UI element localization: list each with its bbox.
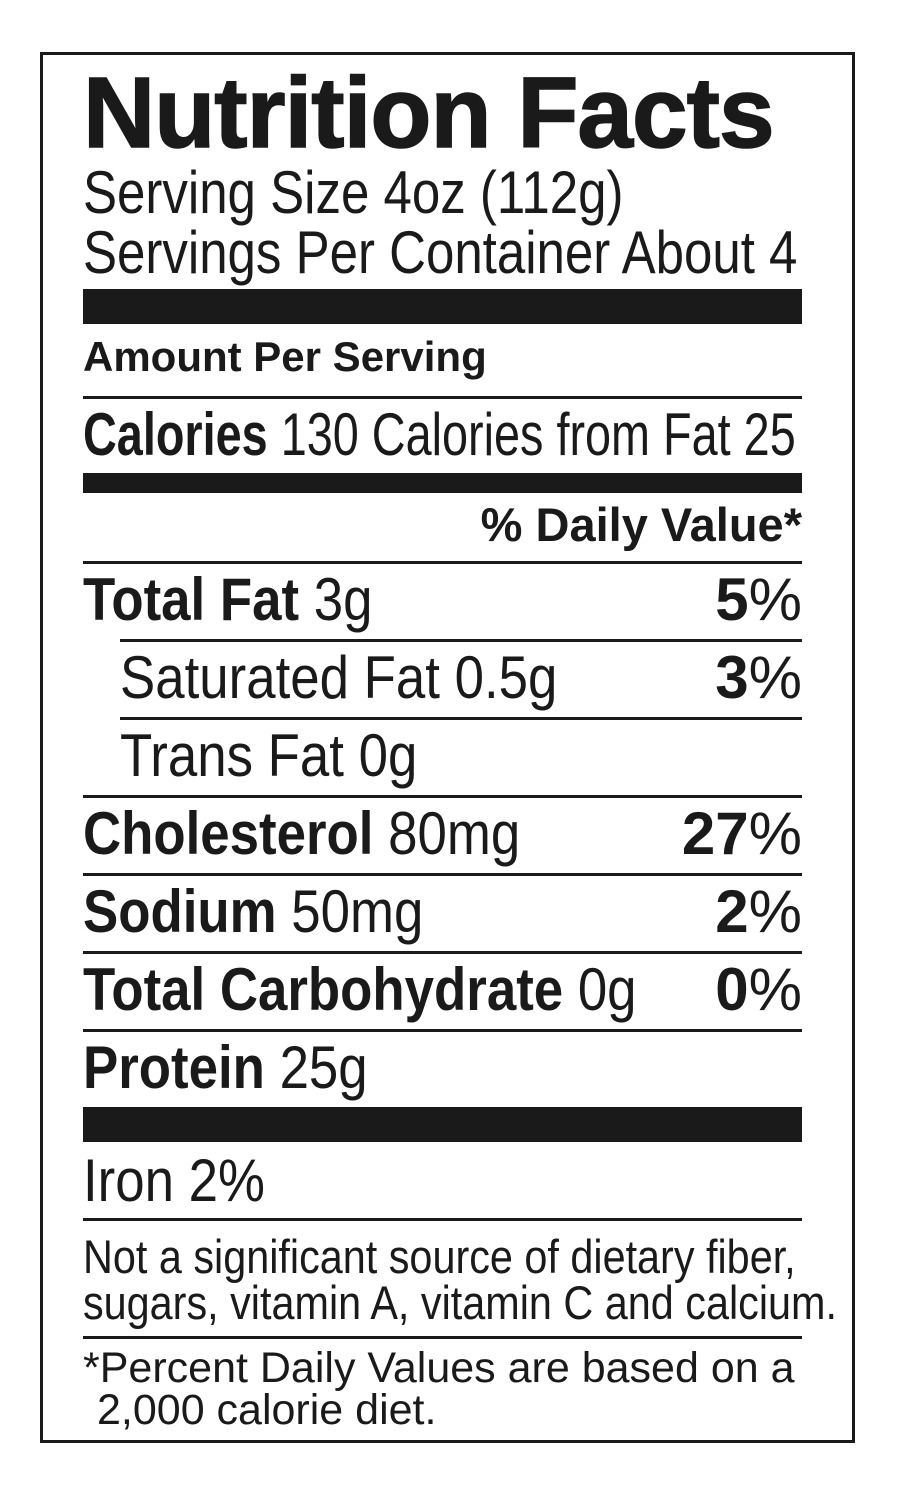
- nutrient-text: Saturated Fat 0.5g: [120, 648, 557, 708]
- nutrient-daily-value: 3%: [715, 648, 802, 708]
- footnote: *Percent Daily Values are based on a 2,0…: [83, 1339, 802, 1434]
- nutrient-rows: Total Fat 3g 5% Saturated Fat 0.5g 3% Tr…: [83, 561, 802, 1107]
- footnote-line-2: 2,000 calorie diet.: [97, 1386, 437, 1434]
- nutrient-row-trans-fat: Trans Fat 0g: [120, 717, 802, 795]
- nutrient-amount: 50mg: [291, 878, 424, 945]
- nutrient-text: Cholesterol 80mg: [83, 804, 520, 864]
- calories-row-text: Calories 130 Calories from Fat 25: [83, 405, 796, 465]
- hairline-rule: [83, 396, 802, 399]
- nutrient-row-saturated-fat: Saturated Fat 0.5g 3%: [120, 639, 802, 717]
- calories-label: Calories: [83, 401, 268, 468]
- iron-label: Iron: [83, 1147, 174, 1214]
- separator-bar-thick-top: [83, 289, 802, 324]
- footnote-line-1: *Percent Daily Values are based on a: [83, 1344, 795, 1392]
- amount-per-serving-heading: Amount Per Serving: [83, 333, 487, 380]
- disclaimer: Not a significant source of dietary fibe…: [83, 1221, 837, 1339]
- iron-text: Iron 2%: [83, 1151, 265, 1211]
- nutrient-name: Protein: [83, 1034, 265, 1101]
- nutrient-text: Trans Fat 0g: [120, 726, 417, 786]
- calories-from-fat-label: Calories from Fat: [371, 401, 731, 468]
- nutrient-row-cholesterol: Cholesterol 80mg 27%: [83, 795, 802, 873]
- nutrient-name: Saturated Fat: [120, 644, 440, 711]
- nutrient-amount: 25g: [279, 1034, 368, 1101]
- nutrient-daily-value: 2%: [715, 882, 802, 942]
- daily-value-number: 3: [715, 644, 749, 711]
- serving-size-text: Serving Size 4oz (112g): [83, 159, 624, 226]
- daily-value-number: 0: [715, 956, 749, 1023]
- nutrient-amount: 0g: [577, 956, 637, 1023]
- nutrient-name: Total Carbohydrate: [83, 956, 564, 1023]
- nutrient-text: Total Carbohydrate 0g: [83, 960, 637, 1020]
- nutrient-text: Total Fat 3g: [83, 570, 372, 630]
- label-title: Nutrition Facts: [82, 57, 775, 169]
- iron-row: Iron 2%: [83, 1142, 802, 1221]
- nutrient-text: Sodium 50mg: [83, 882, 423, 942]
- nutrient-daily-value: 5%: [715, 570, 802, 630]
- nutrient-name: Total Fat: [83, 566, 300, 633]
- nutrient-row-total-fat: Total Fat 3g 5%: [83, 561, 802, 639]
- servings-per-container-line: Servings Per Container About 4: [83, 223, 802, 283]
- nutrient-amount: 0g: [358, 722, 418, 789]
- percent-sign: %: [748, 566, 802, 633]
- calories-value: 130: [280, 401, 359, 468]
- calories-row: Calories 130 Calories from Fat 25: [83, 399, 802, 471]
- iron-value: 2%: [188, 1147, 265, 1214]
- nutrient-name: Cholesterol: [83, 800, 374, 867]
- daily-value-number: 5: [715, 566, 749, 633]
- percent-sign: %: [748, 956, 802, 1023]
- nutrient-row-protein: Protein 25g: [83, 1029, 802, 1107]
- percent-sign: %: [748, 878, 802, 945]
- separator-bar-thick-bottom: [83, 1107, 802, 1142]
- daily-value-number: 2: [715, 878, 749, 945]
- nutrient-amount: 3g: [313, 566, 373, 633]
- nutrient-amount: 80mg: [388, 800, 521, 867]
- calories-from-fat-value: 25: [743, 401, 796, 468]
- nutrition-facts-label: Nutrition Facts Serving Size 4oz (112g) …: [40, 52, 855, 1443]
- disclaimer-line-2: sugars, vitamin A, vitamin C and calcium…: [83, 1276, 837, 1329]
- daily-value-number: 27: [681, 800, 749, 867]
- percent-sign: %: [748, 644, 802, 711]
- nutrient-name: Trans Fat: [120, 722, 344, 789]
- nutrient-name: Sodium: [83, 878, 277, 945]
- nutrient-row-sodium: Sodium 50mg 2%: [83, 873, 802, 951]
- serving-size-line: Serving Size 4oz (112g): [83, 163, 802, 223]
- nutrient-daily-value: 27%: [682, 804, 802, 864]
- nutrient-amount: 0.5g: [454, 644, 558, 711]
- percent-sign: %: [748, 800, 802, 867]
- daily-value-header: % Daily Value*: [480, 498, 802, 551]
- nutrient-daily-value: 0%: [715, 960, 802, 1020]
- servings-per-container-text: Servings Per Container About 4: [83, 219, 798, 286]
- disclaimer-line-1: Not a significant source of dietary fibe…: [83, 1230, 796, 1283]
- nutrient-text: Protein 25g: [83, 1038, 368, 1098]
- nutrient-row-total-carbohydrate: Total Carbohydrate 0g 0%: [83, 951, 802, 1029]
- separator-bar-medium: [83, 473, 802, 493]
